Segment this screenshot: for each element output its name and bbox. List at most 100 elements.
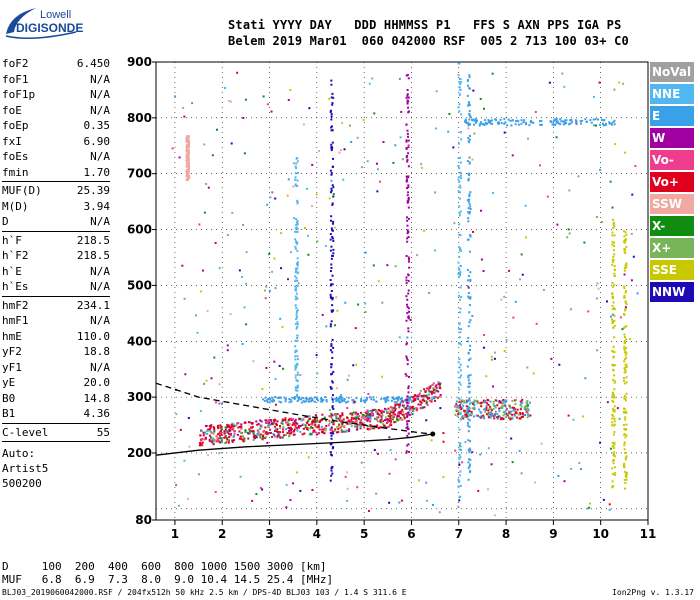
echo-dot [266, 103, 269, 106]
echo-dot [252, 432, 255, 435]
echo-dot [490, 409, 493, 412]
echo-dot [365, 416, 368, 419]
echo-dot [468, 87, 471, 90]
echo-dot [439, 394, 442, 397]
echo-dot [264, 297, 267, 300]
echo-dot [520, 122, 523, 125]
echo-dot [564, 122, 567, 125]
echo-dot [287, 419, 290, 422]
echo-dot [623, 441, 626, 444]
echo-dot [309, 432, 312, 435]
echo-dot [407, 206, 410, 209]
echo-dot [613, 443, 616, 446]
echo-dot [247, 421, 250, 424]
echo-dot [302, 399, 305, 402]
echo-dot [385, 397, 388, 400]
echo-dot [491, 191, 494, 194]
echo-dot [296, 358, 299, 361]
echo-dot [295, 277, 298, 280]
echo-dot [468, 382, 471, 385]
echo-dot [309, 427, 312, 430]
echo-dot [602, 122, 605, 125]
echo-dot [186, 497, 189, 500]
echo-dot [553, 124, 556, 127]
echo-dot [528, 414, 531, 417]
echo-dot [272, 419, 275, 422]
echo-dot [505, 339, 508, 342]
echo-dot [458, 474, 461, 477]
echo-dot [485, 406, 488, 409]
echo-dot [505, 400, 508, 403]
echo-dot [257, 432, 260, 435]
echo-dot [361, 422, 364, 425]
echo-dot [238, 430, 241, 433]
echo-dot [344, 301, 347, 304]
echo-dot [398, 418, 401, 421]
echo-dot [458, 167, 461, 170]
echo-dot [329, 479, 332, 482]
echo-dot [623, 433, 626, 436]
echo-dot [315, 396, 318, 399]
echo-dot [406, 404, 409, 407]
echo-dot [611, 297, 614, 300]
echo-dot [370, 398, 373, 401]
echo-dot [242, 435, 245, 438]
echo-dot [391, 408, 394, 411]
echo-dot [515, 119, 518, 122]
echo-dot [187, 170, 190, 173]
echo-dot [407, 273, 410, 276]
echo-dot [496, 417, 499, 420]
echo-dot [571, 121, 574, 124]
echo-dot [360, 418, 363, 421]
echo-dot [331, 381, 334, 384]
echo-dot [369, 417, 372, 420]
param-key: h`F2 [2, 249, 29, 262]
echo-dot [354, 327, 357, 330]
echo-dot [355, 425, 358, 428]
echo-dot [345, 430, 348, 433]
echo-dot [482, 401, 485, 404]
echo-dot [186, 138, 189, 141]
echo-dot [623, 371, 626, 374]
echo-dot [396, 403, 399, 406]
echo-dot [199, 434, 202, 437]
echo-dot [612, 391, 615, 394]
separator [2, 441, 110, 442]
echo-dot [466, 424, 469, 427]
echo-dot [469, 319, 472, 322]
param-value: 4.36 [83, 407, 111, 420]
echo-dot [244, 430, 247, 433]
echo-dot [488, 412, 491, 415]
param-value: 6.90 [83, 134, 111, 148]
echo-dot [323, 432, 326, 435]
echo-dot [489, 411, 492, 414]
echo-dot [229, 426, 232, 429]
echo-dot [502, 398, 505, 401]
echo-dot [460, 328, 463, 331]
echo-dot [373, 408, 376, 411]
echo-dot [457, 176, 460, 179]
echo-dot [224, 428, 227, 431]
echo-dot [406, 94, 409, 97]
echo-dot [325, 400, 328, 403]
param-value: 1.70 [83, 165, 111, 179]
echo-dot [465, 413, 468, 416]
echo-dot [407, 316, 410, 319]
echo-dot [368, 416, 371, 419]
echo-dot [588, 506, 591, 509]
echo-dot [513, 413, 516, 416]
echo-dot [330, 125, 333, 128]
echo-dot [407, 396, 410, 399]
auto-line: Auto: [2, 447, 36, 460]
echo-dot [510, 124, 513, 127]
echo-dot [385, 408, 388, 411]
echo-dot [494, 406, 497, 409]
echo-dot [331, 447, 334, 450]
echo-dot [317, 424, 320, 427]
echo-dot [625, 478, 628, 481]
echo-dot [302, 123, 305, 126]
echo-dot [609, 180, 612, 183]
param-row: hmF1 N/A [2, 313, 110, 329]
echo-dot [420, 166, 423, 169]
echo-dot [226, 426, 229, 429]
